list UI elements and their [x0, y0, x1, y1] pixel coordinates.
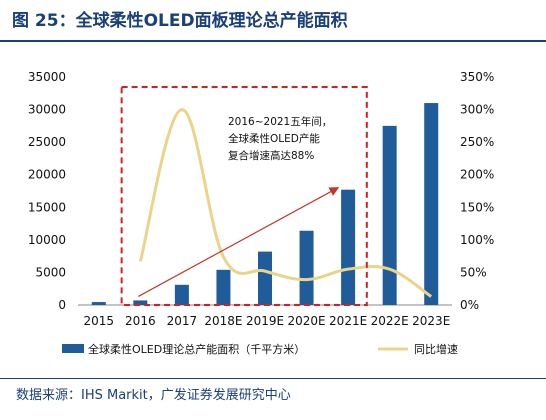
y-left-tick-label: 15000	[28, 200, 66, 214]
x-tick-label: 2021E	[329, 314, 367, 328]
x-tick-label: 2018E	[204, 314, 242, 328]
bar	[341, 189, 356, 305]
y-right-tick-label: 0%	[460, 298, 479, 312]
y-left-tick-label: 30000	[28, 103, 66, 117]
annotation-text: 2016~2021五年间，	[228, 115, 332, 128]
x-tick-label: 2017	[167, 314, 198, 328]
title-divider	[0, 40, 546, 42]
legend-bar-swatch	[62, 344, 84, 353]
y-right-tick-label: 150%	[460, 200, 494, 214]
legend-bar-label: 全球柔性OLED理论总产能面积（千平方米）	[88, 342, 305, 356]
y-right-tick-label: 200%	[460, 168, 494, 182]
annotation-text: 全球柔性OLED产能	[228, 132, 320, 145]
y-right-tick-label: 100%	[460, 233, 494, 247]
y-right-tick-label: 350%	[460, 70, 494, 84]
bar	[424, 103, 439, 305]
bar	[258, 251, 272, 305]
chart-title: 图 25：全球柔性OLED面板理论总产能面积	[12, 11, 348, 31]
bar	[174, 284, 189, 305]
growth-arrow	[138, 187, 340, 297]
bar	[216, 269, 231, 305]
bar	[299, 230, 314, 305]
annotation-text: 复合增速高达88%	[228, 149, 314, 162]
legend-line-label: 同比增速	[414, 342, 458, 356]
y-left-tick-label: 25000	[28, 135, 66, 149]
x-tick-label: 2016	[125, 314, 156, 328]
chart-svg: 0 5000 10000 15000 20000 25000 30000 35000 0% 50%…	[28, 70, 495, 356]
x-tick-label: 2023E	[412, 314, 450, 328]
y-left-tick-label: 5000	[35, 265, 66, 279]
footer-divider	[0, 378, 546, 379]
growth-rate-line	[138, 108, 433, 298]
x-tick-label: 2020E	[287, 314, 325, 328]
y-right-tick-label: 50%	[460, 265, 487, 279]
source-note: 数据来源：IHS Markit，广发证券发展研究中心	[16, 388, 291, 403]
y-right-tick-label: 300%	[460, 103, 494, 117]
y-left-tick-label: 0	[58, 298, 66, 312]
bar	[382, 125, 397, 305]
x-tick-label: 2022E	[371, 314, 409, 328]
bar	[91, 302, 106, 305]
x-tick-label: 2015	[84, 314, 115, 328]
y-left-tick-label: 10000	[28, 233, 66, 247]
y-left-tick-label: 20000	[28, 168, 66, 182]
highlight-box	[120, 86, 368, 306]
y-right-tick-label: 250%	[460, 135, 494, 149]
x-tick-label: 2019E	[246, 314, 284, 328]
y-left-tick-label: 35000	[28, 70, 66, 84]
bar	[133, 300, 148, 305]
